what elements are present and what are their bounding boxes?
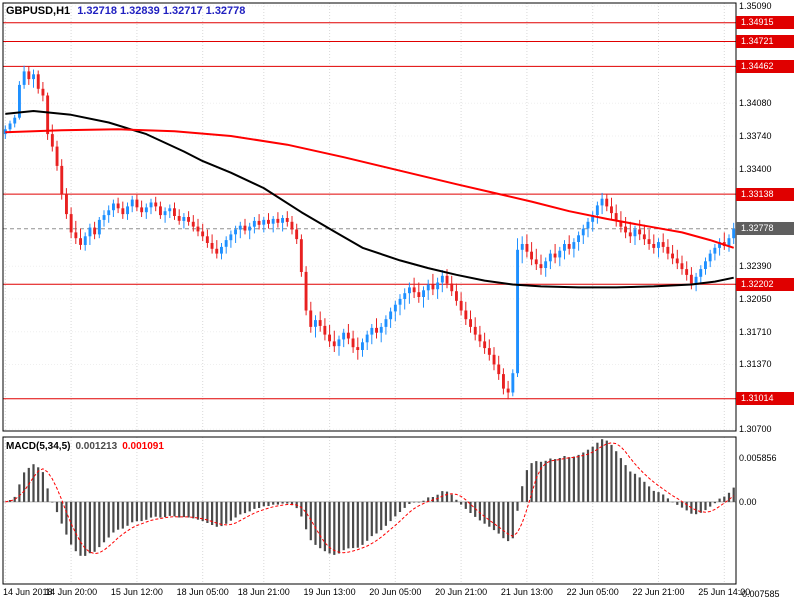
- price-axis-label: 1.32390: [739, 261, 772, 272]
- macd-header: MACD(5,34,5) 0.001213 0.001091: [6, 441, 169, 452]
- ma-red-line: [5, 128, 735, 249]
- current-price-badge: 1.32778: [736, 222, 794, 236]
- macd-axis-max-label: 0.005856: [739, 453, 777, 463]
- level-price-badge: 1.34721: [736, 34, 794, 48]
- level-price-badge: 1.32202: [736, 277, 794, 291]
- macd-axis-min-label: -0.007585: [739, 589, 780, 599]
- time-axis-label[interactable]: 25 Jun 14:00: [698, 587, 751, 597]
- price-axis-label: 1.31710: [739, 326, 772, 337]
- level-lines: [3, 22, 736, 400]
- time-axis-label[interactable]: 14 Jun 2018: [3, 587, 53, 597]
- price-axis-label: 1.35090: [739, 0, 772, 11]
- ma-black-line: [5, 110, 734, 289]
- symbol-timeframe-label: GBPUSD,H1: [6, 5, 71, 17]
- time-axis-label[interactable]: 18 Jun 21:00: [237, 587, 290, 597]
- macd-signal-value: 0.001091: [122, 441, 164, 452]
- time-axis-label[interactable]: 20 Jun 05:00: [369, 587, 422, 597]
- price-axis-label: 1.32050: [739, 293, 772, 304]
- level-price-badge: 1.34915: [736, 16, 794, 30]
- price-axis-label: 1.31370: [739, 359, 772, 370]
- price-panel-border: [2, 2, 737, 432]
- macd-histogram: [8, 439, 735, 556]
- price-axis-label: 1.33740: [739, 131, 772, 142]
- level-price-badge: 1.31014: [736, 392, 794, 406]
- chart-header: GBPUSD,H1 1.32718 1.32839 1.32717 1.32778: [6, 5, 245, 17]
- time-axis-label[interactable]: 14 Jun 20:00: [45, 587, 98, 597]
- time-axis-label[interactable]: 21 Jun 13:00: [500, 587, 553, 597]
- time-axis-label[interactable]: 18 Jun 05:00: [176, 587, 229, 597]
- price-axis-label: 1.34080: [739, 98, 772, 109]
- time-axis-label[interactable]: 20 Jun 21:00: [435, 587, 488, 597]
- ohlc-values: 1.32718 1.32839 1.32717 1.32778: [77, 5, 246, 17]
- time-axis-label[interactable]: 22 Jun 21:00: [632, 587, 685, 597]
- grid-lines: [3, 3, 736, 584]
- level-price-badge: 1.33138: [736, 187, 794, 201]
- macd-label: MACD(5,34,5): [6, 441, 71, 452]
- time-axis-label[interactable]: 15 Jun 12:00: [110, 587, 163, 597]
- macd-axis-zero-label: 0.00: [739, 496, 757, 507]
- macd-main-value: 0.001213: [75, 441, 118, 452]
- time-axis-label[interactable]: 22 Jun 05:00: [566, 587, 619, 597]
- level-price-badge: 1.34462: [736, 59, 794, 73]
- candlestick-series: [3, 65, 736, 400]
- time-axis-label[interactable]: 19 Jun 13:00: [303, 587, 356, 597]
- macd-panel-border: [2, 436, 737, 585]
- price-axis-label: 1.30700: [739, 424, 772, 435]
- price-axis-label: 1.33400: [739, 163, 772, 174]
